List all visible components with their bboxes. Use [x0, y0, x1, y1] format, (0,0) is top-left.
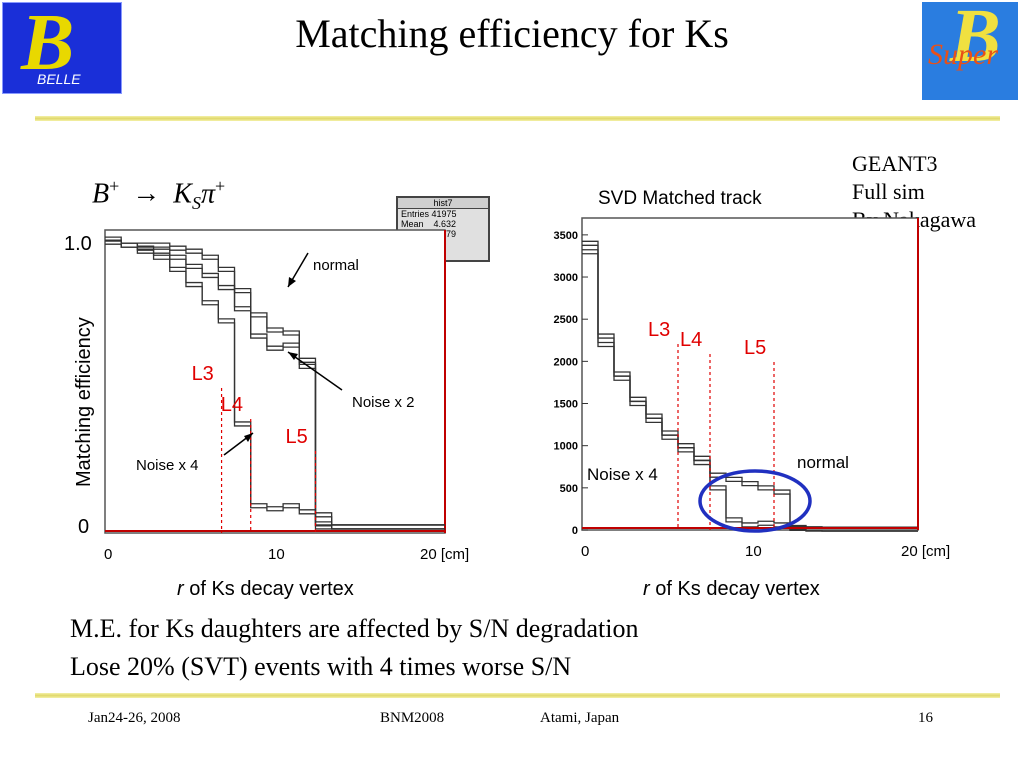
- layer-label: L4: [680, 329, 702, 351]
- super-belle-logo: B Super: [922, 0, 1018, 100]
- super-logo-text: Super: [928, 38, 998, 71]
- layer-label: L3: [192, 363, 214, 385]
- decay-arrow: →: [132, 178, 161, 210]
- bottom-divider: [35, 693, 1000, 698]
- decay-k-sub: S: [191, 192, 201, 213]
- layer-label: L5: [285, 426, 307, 448]
- matched-track-chart: SVD Matched track 0 500 1000 1500 2000 2500 30…: [554, 188, 951, 560]
- annotation-normal: normal: [313, 257, 359, 274]
- belle-logo-text: BELLE: [37, 71, 81, 87]
- footer-conference: BNM2008: [380, 710, 445, 726]
- belle-logo: B BELLE: [2, 2, 122, 94]
- slide-title: Matching efficiency for Ks: [295, 11, 729, 56]
- decay-formula: B+ → KSπ+: [92, 176, 225, 214]
- layer-label: L3: [648, 319, 670, 341]
- x-tick-10: 10: [745, 543, 762, 560]
- efficiency-chart: L3 L4 L5 1.0 0 0 10 20 [cm] Matching effic…: [64, 229, 469, 563]
- y-tick-label: 2500: [554, 314, 578, 326]
- decay-k: K: [173, 178, 192, 210]
- decay-b-charge: +: [109, 176, 120, 196]
- annotation-noise4: Noise x 4: [136, 457, 199, 474]
- highlight-circle: [698, 469, 812, 533]
- x-axis-text: of Ks decay vertex: [183, 578, 354, 600]
- x-axis-r: r: [643, 578, 650, 600]
- stats-row: Mean 4.632: [401, 219, 457, 229]
- chart-title: SVD Matched track: [598, 188, 762, 209]
- geant-note-line: GEANT3: [852, 151, 938, 176]
- top-divider: [35, 116, 1000, 121]
- annotation-arrowhead: [288, 352, 298, 360]
- layer-label: L4: [221, 394, 243, 416]
- x-tick-20: 20 [cm]: [901, 543, 950, 560]
- annotation-arrowhead: [288, 277, 296, 287]
- y-tick-bottom: 0: [78, 516, 89, 538]
- y-tick-label: 2000: [554, 356, 578, 368]
- series-line: [582, 253, 918, 532]
- plot-frame: [104, 229, 446, 534]
- left-x-axis-label: r of Ks decay vertex: [177, 578, 354, 601]
- annotation-normal: normal: [797, 453, 849, 472]
- x-axis-text: of Ks decay vertex: [649, 578, 820, 600]
- right-x-axis-label: r of Ks decay vertex: [643, 578, 820, 601]
- footer-place: Atami, Japan: [540, 710, 620, 726]
- y-axis-label: Matching efficiency: [73, 317, 95, 487]
- super-logo-b: B: [950, 0, 1001, 78]
- annotation-arrow-noise2: [287, 351, 343, 391]
- y-tick-label: 1500: [554, 399, 578, 411]
- annotation-arrowhead: [244, 433, 253, 442]
- geant-note-line: Full sim: [852, 179, 925, 204]
- footer-page-number: 16: [918, 710, 933, 726]
- x-tick-10: 10: [268, 546, 285, 563]
- annotation-noise2: Noise x 2: [352, 394, 415, 411]
- annotation-noise4: Noise x 4: [587, 465, 658, 484]
- y-tick-top: 1.0: [64, 233, 92, 255]
- y-tick-label: 1000: [554, 441, 578, 453]
- stats-box-title: hist7: [398, 198, 488, 209]
- plot-frame: [581, 217, 919, 531]
- x-axis-r: r: [177, 578, 184, 600]
- decay-pi-charge: +: [214, 176, 226, 196]
- x-tick-0: 0: [581, 543, 589, 560]
- x-tick-0: 0: [104, 546, 112, 563]
- bullet-line: Lose 20% (SVT) events with 4 times worse…: [70, 652, 572, 681]
- bullet-line: M.E. for Ks daughters are affected by S/…: [70, 614, 639, 643]
- footer-date: Jan24-26, 2008: [88, 710, 181, 726]
- y-tick-label: 3500: [554, 230, 578, 242]
- y-tick-label: 3000: [554, 272, 578, 284]
- decay-pi: π: [200, 178, 215, 210]
- decay-b: B: [92, 178, 110, 210]
- layer-label: L5: [744, 337, 766, 359]
- y-tick-label: 0: [572, 525, 578, 537]
- stats-row: Entries 41975: [401, 209, 457, 219]
- x-tick-20: 20 [cm]: [420, 546, 469, 563]
- y-tick-label: 500: [560, 483, 578, 495]
- belle-logo-b: B: [21, 0, 75, 87]
